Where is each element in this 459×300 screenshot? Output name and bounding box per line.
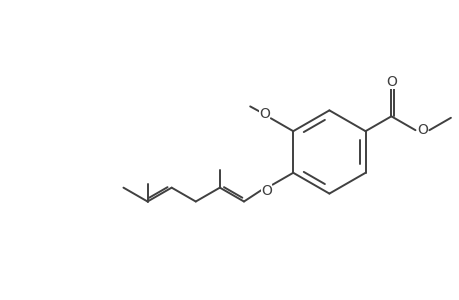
Text: O: O [259, 107, 270, 121]
Text: O: O [416, 123, 427, 137]
Text: O: O [385, 75, 396, 88]
Text: O: O [261, 184, 271, 198]
